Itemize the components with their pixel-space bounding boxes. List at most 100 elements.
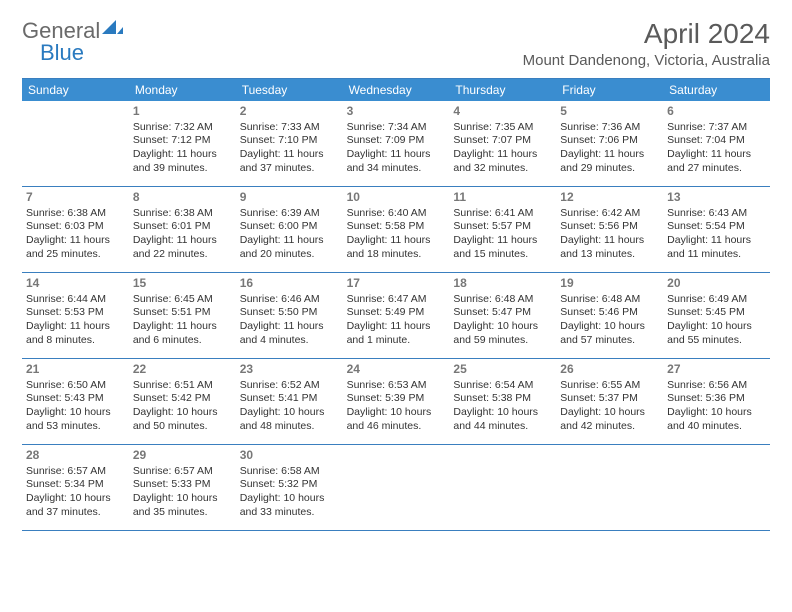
calendar-cell: 13Sunrise: 6:43 AMSunset: 5:54 PMDayligh… (663, 187, 770, 273)
daylight-line: Daylight: 10 hours and 48 minutes. (240, 406, 339, 433)
daylight-line: Daylight: 10 hours and 44 minutes. (453, 406, 552, 433)
sunset-line: Sunset: 6:01 PM (133, 220, 232, 234)
sunrise-line: Sunrise: 6:50 AM (26, 379, 125, 393)
calendar-cell: 12Sunrise: 6:42 AMSunset: 5:56 PMDayligh… (556, 187, 663, 273)
calendar-cell: 20Sunrise: 6:49 AMSunset: 5:45 PMDayligh… (663, 273, 770, 359)
day-number: 18 (453, 276, 552, 292)
daylight-line: Daylight: 10 hours and 42 minutes. (560, 406, 659, 433)
day-number: 6 (667, 104, 766, 120)
sunrise-line: Sunrise: 6:45 AM (133, 293, 232, 307)
sunrise-line: Sunrise: 6:42 AM (560, 207, 659, 221)
weekday-header: Saturday (663, 79, 770, 101)
calendar-cell: 8Sunrise: 6:38 AMSunset: 6:01 PMDaylight… (129, 187, 236, 273)
sunset-line: Sunset: 5:43 PM (26, 392, 125, 406)
sunrise-line: Sunrise: 6:58 AM (240, 465, 339, 479)
daylight-line: Daylight: 11 hours and 29 minutes. (560, 148, 659, 175)
sunset-line: Sunset: 7:06 PM (560, 134, 659, 148)
calendar-cell: 26Sunrise: 6:55 AMSunset: 5:37 PMDayligh… (556, 359, 663, 445)
sunset-line: Sunset: 5:46 PM (560, 306, 659, 320)
calendar-cell: 24Sunrise: 6:53 AMSunset: 5:39 PMDayligh… (343, 359, 450, 445)
weekday-header: Tuesday (236, 79, 343, 101)
logo-text-blue: Blue (40, 40, 142, 66)
sunset-line: Sunset: 5:36 PM (667, 392, 766, 406)
sunrise-line: Sunrise: 6:39 AM (240, 207, 339, 221)
sunrise-line: Sunrise: 6:48 AM (453, 293, 552, 307)
sunrise-line: Sunrise: 6:52 AM (240, 379, 339, 393)
daylight-line: Daylight: 10 hours and 33 minutes. (240, 492, 339, 519)
calendar-cell: 6Sunrise: 7:37 AMSunset: 7:04 PMDaylight… (663, 101, 770, 187)
header: General Blue April 2024 Mount Dandenong,… (22, 18, 770, 70)
day-number: 4 (453, 104, 552, 120)
sunset-line: Sunset: 5:51 PM (133, 306, 232, 320)
sunrise-line: Sunrise: 6:38 AM (133, 207, 232, 221)
sunset-line: Sunset: 5:33 PM (133, 478, 232, 492)
day-number: 17 (347, 276, 446, 292)
sunset-line: Sunset: 6:00 PM (240, 220, 339, 234)
weekday-header: Wednesday (343, 79, 450, 101)
calendar-cell (449, 445, 556, 531)
day-number: 5 (560, 104, 659, 120)
sunset-line: Sunset: 5:54 PM (667, 220, 766, 234)
day-number: 8 (133, 190, 232, 206)
daylight-line: Daylight: 11 hours and 39 minutes. (133, 148, 232, 175)
calendar-cell: 29Sunrise: 6:57 AMSunset: 5:33 PMDayligh… (129, 445, 236, 531)
calendar-cell: 17Sunrise: 6:47 AMSunset: 5:49 PMDayligh… (343, 273, 450, 359)
daylight-line: Daylight: 11 hours and 32 minutes. (453, 148, 552, 175)
calendar-cell: 7Sunrise: 6:38 AMSunset: 6:03 PMDaylight… (22, 187, 129, 273)
calendar-cell: 16Sunrise: 6:46 AMSunset: 5:50 PMDayligh… (236, 273, 343, 359)
calendar-cell: 23Sunrise: 6:52 AMSunset: 5:41 PMDayligh… (236, 359, 343, 445)
sunrise-line: Sunrise: 6:47 AM (347, 293, 446, 307)
sunrise-line: Sunrise: 7:35 AM (453, 121, 552, 135)
sunrise-line: Sunrise: 6:48 AM (560, 293, 659, 307)
calendar-cell: 5Sunrise: 7:36 AMSunset: 7:06 PMDaylight… (556, 101, 663, 187)
daylight-line: Daylight: 11 hours and 37 minutes. (240, 148, 339, 175)
calendar-cell: 11Sunrise: 6:41 AMSunset: 5:57 PMDayligh… (449, 187, 556, 273)
daylight-line: Daylight: 10 hours and 37 minutes. (26, 492, 125, 519)
sunset-line: Sunset: 5:42 PM (133, 392, 232, 406)
day-number: 11 (453, 190, 552, 206)
sunrise-line: Sunrise: 6:53 AM (347, 379, 446, 393)
sunset-line: Sunset: 5:38 PM (453, 392, 552, 406)
sunrise-line: Sunrise: 6:57 AM (133, 465, 232, 479)
sunrise-line: Sunrise: 6:41 AM (453, 207, 552, 221)
day-number: 13 (667, 190, 766, 206)
day-number: 22 (133, 362, 232, 378)
sunrise-line: Sunrise: 7:36 AM (560, 121, 659, 135)
sunset-line: Sunset: 7:12 PM (133, 134, 232, 148)
daylight-line: Daylight: 11 hours and 1 minute. (347, 320, 446, 347)
calendar-cell: 18Sunrise: 6:48 AMSunset: 5:47 PMDayligh… (449, 273, 556, 359)
daylight-line: Daylight: 11 hours and 25 minutes. (26, 234, 125, 261)
daylight-line: Daylight: 11 hours and 27 minutes. (667, 148, 766, 175)
sunrise-line: Sunrise: 7:33 AM (240, 121, 339, 135)
daylight-line: Daylight: 10 hours and 50 minutes. (133, 406, 232, 433)
calendar-cell (343, 445, 450, 531)
day-number: 30 (240, 448, 339, 464)
sunset-line: Sunset: 7:09 PM (347, 134, 446, 148)
calendar-cell: 9Sunrise: 6:39 AMSunset: 6:00 PMDaylight… (236, 187, 343, 273)
calendar-cell: 21Sunrise: 6:50 AMSunset: 5:43 PMDayligh… (22, 359, 129, 445)
sunrise-line: Sunrise: 6:49 AM (667, 293, 766, 307)
sunrise-line: Sunrise: 6:54 AM (453, 379, 552, 393)
day-number: 20 (667, 276, 766, 292)
sunrise-line: Sunrise: 6:43 AM (667, 207, 766, 221)
calendar-grid: SundayMondayTuesdayWednesdayThursdayFrid… (22, 78, 770, 531)
sunset-line: Sunset: 5:58 PM (347, 220, 446, 234)
calendar-cell: 27Sunrise: 6:56 AMSunset: 5:36 PMDayligh… (663, 359, 770, 445)
day-number: 29 (133, 448, 232, 464)
daylight-line: Daylight: 11 hours and 18 minutes. (347, 234, 446, 261)
logo-sail-icon (102, 18, 124, 41)
location: Mount Dandenong, Victoria, Australia (523, 52, 770, 69)
day-number: 10 (347, 190, 446, 206)
sunrise-line: Sunrise: 6:57 AM (26, 465, 125, 479)
daylight-line: Daylight: 10 hours and 53 minutes. (26, 406, 125, 433)
sunrise-line: Sunrise: 6:51 AM (133, 379, 232, 393)
sunset-line: Sunset: 5:47 PM (453, 306, 552, 320)
sunrise-line: Sunrise: 6:38 AM (26, 207, 125, 221)
daylight-line: Daylight: 10 hours and 46 minutes. (347, 406, 446, 433)
daylight-line: Daylight: 10 hours and 57 minutes. (560, 320, 659, 347)
calendar-cell (556, 445, 663, 531)
sunrise-line: Sunrise: 6:55 AM (560, 379, 659, 393)
calendar-cell (22, 101, 129, 187)
sunrise-line: Sunrise: 6:46 AM (240, 293, 339, 307)
daylight-line: Daylight: 11 hours and 4 minutes. (240, 320, 339, 347)
